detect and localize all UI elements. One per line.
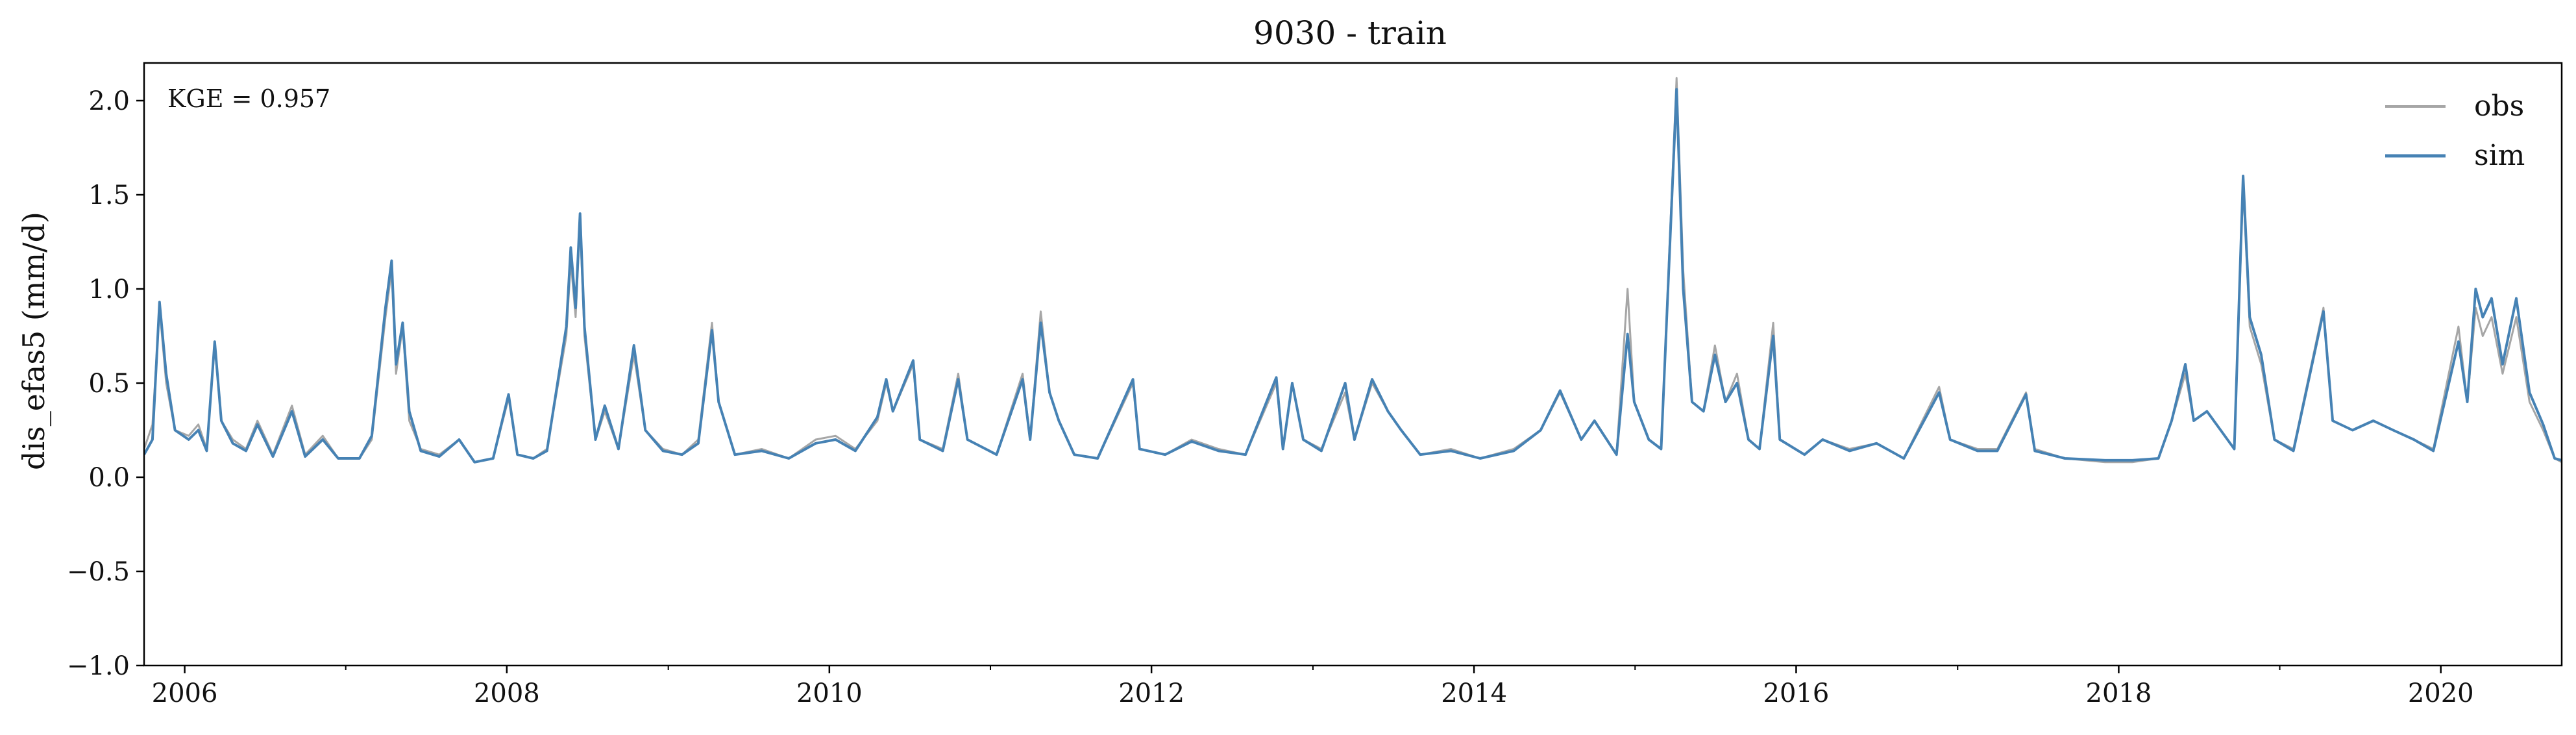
x-tick-label: 2020 bbox=[2408, 679, 2474, 708]
series-layer bbox=[144, 77, 2562, 464]
x-tick-label: 2012 bbox=[1118, 679, 1184, 708]
kge-annotation: KGE = 0.957 bbox=[167, 84, 330, 113]
legend-obs-label: obs bbox=[2474, 90, 2524, 123]
legend: obs sim bbox=[2385, 90, 2525, 172]
x-tick-label: 2006 bbox=[152, 679, 218, 708]
y-tick-label: −1.0 bbox=[67, 651, 130, 681]
plot-frame bbox=[143, 62, 2563, 667]
y-tick-label: 1.0 bbox=[88, 275, 130, 305]
y-tick-label: 2.0 bbox=[88, 86, 130, 116]
x-tick-label: 2014 bbox=[1441, 679, 1507, 708]
series-line-sim bbox=[144, 88, 2562, 464]
chart-title: 9030 - train bbox=[1253, 14, 1447, 52]
y-tick-label: 1.5 bbox=[88, 181, 130, 210]
y-tick-label: 0.5 bbox=[88, 369, 130, 399]
legend-sim-label: sim bbox=[2474, 139, 2525, 172]
y-axis-label: dis_efas5 (mm/d) bbox=[16, 212, 51, 470]
x-tick-label: 2010 bbox=[796, 679, 863, 708]
x-axis: 2006 2008 2010 2012 2014 2016 2018 2020 bbox=[152, 666, 2474, 708]
x-tick-label: 2008 bbox=[474, 679, 540, 708]
y-tick-label: −0.5 bbox=[67, 557, 130, 587]
y-axis: −1.0 −0.5 0.0 0.5 1.0 1.5 2.0 bbox=[67, 86, 144, 681]
x-tick-label: 2016 bbox=[1763, 679, 1830, 708]
y-tick-label: 0.0 bbox=[88, 463, 130, 493]
x-tick-label: 2018 bbox=[2086, 679, 2152, 708]
